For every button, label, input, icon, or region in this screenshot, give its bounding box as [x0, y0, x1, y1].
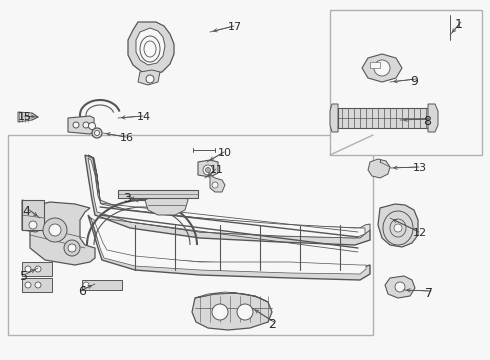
- Text: 13: 13: [413, 163, 427, 173]
- Circle shape: [83, 122, 89, 128]
- Text: 4: 4: [22, 205, 30, 218]
- Polygon shape: [192, 293, 272, 330]
- Polygon shape: [385, 276, 415, 298]
- Circle shape: [95, 131, 99, 135]
- Circle shape: [146, 75, 154, 83]
- Polygon shape: [368, 159, 390, 178]
- Polygon shape: [85, 155, 370, 245]
- Text: 9: 9: [410, 75, 418, 88]
- Circle shape: [25, 266, 31, 272]
- Text: 6: 6: [78, 285, 86, 298]
- Circle shape: [25, 282, 31, 288]
- Polygon shape: [68, 116, 94, 134]
- Text: 5: 5: [20, 270, 28, 283]
- Circle shape: [203, 165, 213, 175]
- Circle shape: [29, 221, 37, 229]
- Polygon shape: [88, 215, 370, 280]
- Circle shape: [68, 244, 76, 252]
- Bar: [22, 262, 52, 276]
- Text: 7: 7: [425, 287, 433, 300]
- Polygon shape: [138, 70, 160, 85]
- Circle shape: [205, 167, 211, 172]
- Polygon shape: [198, 160, 218, 177]
- Circle shape: [237, 304, 253, 320]
- Circle shape: [35, 266, 41, 272]
- Polygon shape: [136, 28, 165, 65]
- Bar: [22, 200, 44, 230]
- Text: 11: 11: [210, 165, 224, 175]
- Text: 12: 12: [413, 228, 427, 238]
- Polygon shape: [210, 175, 225, 192]
- Circle shape: [89, 122, 96, 130]
- Circle shape: [43, 218, 67, 242]
- Text: 10: 10: [218, 148, 232, 158]
- Text: 2: 2: [268, 318, 276, 331]
- Bar: [338, 108, 428, 128]
- Text: 1: 1: [455, 18, 463, 31]
- Polygon shape: [30, 202, 95, 265]
- Circle shape: [212, 304, 228, 320]
- Circle shape: [212, 182, 218, 188]
- Bar: [82, 280, 122, 290]
- Polygon shape: [330, 104, 338, 132]
- Text: 15: 15: [18, 112, 32, 122]
- Circle shape: [73, 122, 79, 128]
- Polygon shape: [91, 218, 366, 274]
- Polygon shape: [195, 292, 268, 302]
- Polygon shape: [378, 204, 418, 247]
- Text: 14: 14: [137, 112, 151, 122]
- Circle shape: [49, 224, 61, 236]
- Polygon shape: [88, 155, 370, 238]
- Polygon shape: [362, 54, 402, 82]
- Bar: [22, 278, 52, 292]
- Bar: [370, 62, 380, 68]
- Circle shape: [395, 282, 405, 292]
- Circle shape: [35, 282, 41, 288]
- Polygon shape: [88, 158, 365, 238]
- Circle shape: [374, 60, 390, 76]
- Bar: [118, 190, 198, 198]
- Circle shape: [394, 224, 402, 232]
- Text: 8: 8: [423, 115, 431, 128]
- Circle shape: [83, 282, 89, 288]
- Text: 16: 16: [120, 133, 134, 143]
- Bar: [330, 10, 482, 155]
- Circle shape: [64, 240, 80, 256]
- Polygon shape: [145, 194, 188, 215]
- Polygon shape: [428, 104, 438, 132]
- Text: 17: 17: [228, 22, 242, 32]
- Polygon shape: [22, 200, 44, 232]
- Bar: [8, 135, 373, 335]
- Circle shape: [92, 128, 102, 138]
- Polygon shape: [18, 112, 38, 122]
- Text: 3: 3: [123, 192, 131, 205]
- Polygon shape: [128, 22, 174, 74]
